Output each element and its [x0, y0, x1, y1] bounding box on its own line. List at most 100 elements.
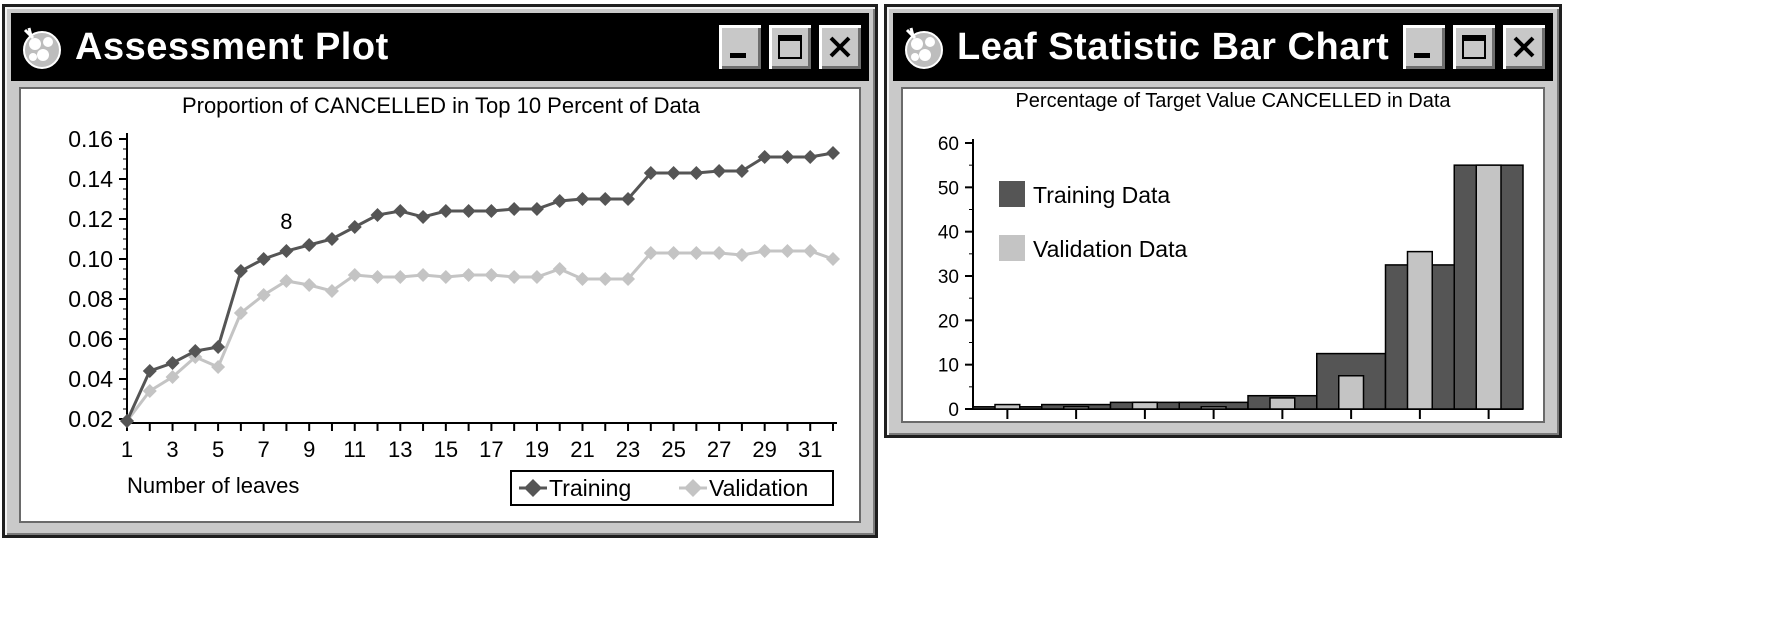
assessment-plot-area: Proportion of CANCELLED in Top 10 Percen… [19, 87, 861, 523]
data-point-validation [552, 262, 567, 276]
x-tick-label: 7 [258, 437, 270, 462]
y-tick-label: 0.10 [68, 246, 113, 272]
y-tick-label: 10 [938, 356, 959, 377]
y-tick-label: 0 [948, 400, 959, 421]
data-point-training [643, 166, 658, 180]
data-point-training [780, 150, 795, 164]
data-point-validation [370, 270, 385, 284]
x-tick-label: 1 [121, 437, 133, 462]
data-point-training [416, 210, 431, 224]
y-tick-label: 0.04 [68, 366, 113, 392]
data-point-training [826, 146, 840, 160]
bar-validation [1406, 250, 1433, 410]
chart-title: Percentage of Target Value CANCELLED in … [1015, 90, 1451, 112]
legend-label: Validation [709, 475, 808, 501]
data-point-training [165, 356, 180, 370]
legend-swatch-training [999, 181, 1025, 207]
data-point-validation [529, 270, 544, 284]
x-tick-label: 31 [798, 437, 822, 462]
data-point-validation [256, 288, 271, 302]
x-tick-label: 5 [212, 437, 224, 462]
legend-label: Validation Data [1033, 236, 1187, 262]
y-tick-label: 30 [938, 267, 959, 288]
data-point-training [712, 164, 727, 178]
data-point-validation [302, 278, 317, 292]
data-point-training [279, 244, 294, 258]
minimize-button[interactable] [1401, 23, 1447, 71]
data-point-validation [689, 246, 704, 260]
assessment-plot-titlebar[interactable]: Assessment Plot [11, 13, 869, 81]
data-point-training [803, 150, 818, 164]
maximize-button[interactable] [1451, 23, 1497, 71]
leaf-statistic-titlebar[interactable]: Leaf Statistic Bar Chart [893, 13, 1553, 81]
bar-validation [994, 403, 1021, 410]
bar-validation [1063, 406, 1090, 410]
bar-chart: Percentage of Target Value CANCELLED in … [938, 90, 1524, 421]
data-point-validation [621, 272, 636, 286]
data-point-validation [598, 272, 613, 286]
data-point-validation [211, 360, 226, 374]
data-point-training [120, 414, 134, 428]
x-tick-label: 3 [166, 437, 178, 462]
data-point-validation [416, 268, 431, 282]
close-icon [829, 36, 851, 58]
close-icon [1513, 36, 1535, 58]
y-tick-label: 0.14 [68, 166, 113, 192]
legend-box [510, 470, 834, 506]
x-axis-label: Number of leaves [127, 473, 299, 498]
minimize-icon [730, 53, 746, 58]
data-point-training [598, 192, 613, 206]
x-tick-label: 17 [479, 437, 503, 462]
chart-title: Proportion of CANCELLED in Top 10 Percen… [182, 93, 701, 118]
data-point-training [211, 340, 226, 354]
legend-label: Training [549, 475, 631, 501]
leaf-statistic-window[interactable]: Leaf Statistic Bar Chart Percentage of T… [884, 4, 1562, 438]
y-tick-label: 0.02 [68, 406, 113, 432]
minimize-button[interactable] [717, 23, 763, 71]
legend-label: Training Data [1033, 182, 1170, 208]
close-button[interactable] [1501, 23, 1547, 71]
data-point-training [142, 364, 157, 378]
data-point-validation [347, 268, 362, 282]
data-point-training [757, 150, 772, 164]
close-button[interactable] [817, 23, 863, 71]
y-tick-label: 0.16 [68, 126, 113, 152]
maximize-icon [1462, 35, 1486, 59]
maximize-button[interactable] [767, 23, 813, 71]
data-point-training [666, 166, 681, 180]
series-line-validation [125, 249, 834, 422]
data-point-validation [165, 370, 180, 384]
x-tick-label: 15 [434, 437, 458, 462]
y-tick-label: 40 [938, 223, 959, 244]
data-point-training [393, 204, 408, 218]
data-point-training [438, 204, 453, 218]
data-point-training [552, 194, 567, 208]
data-point-validation [666, 246, 681, 260]
bar-validation [1131, 401, 1158, 410]
y-tick-label: 20 [938, 311, 959, 332]
data-point-validation [507, 270, 522, 284]
point-annotation: 8 [280, 209, 292, 234]
y-tick-label: 50 [938, 178, 959, 199]
x-tick-label: 13 [388, 437, 412, 462]
data-point-validation [803, 244, 818, 258]
data-point-training [621, 192, 636, 206]
tree-app-icon [905, 27, 943, 69]
data-point-training [575, 192, 590, 206]
data-point-validation [393, 270, 408, 284]
assessment-plot-window[interactable]: Assessment Plot Proportion of CANCELLED … [2, 4, 878, 538]
x-tick-label: 29 [752, 437, 776, 462]
data-point-validation [142, 384, 157, 398]
data-point-validation [575, 272, 590, 286]
series-line-training [125, 151, 834, 422]
data-point-training [324, 232, 339, 246]
y-tick-label: 0.08 [68, 286, 113, 312]
data-point-validation [484, 268, 499, 282]
data-point-training [689, 166, 704, 180]
data-point-training [256, 252, 271, 266]
legend-swatch-validation [999, 235, 1025, 261]
y-tick-label: 0.06 [68, 326, 113, 352]
data-point-training [302, 238, 317, 252]
data-point-validation [780, 244, 795, 258]
y-tick-label: 0.12 [68, 206, 113, 232]
